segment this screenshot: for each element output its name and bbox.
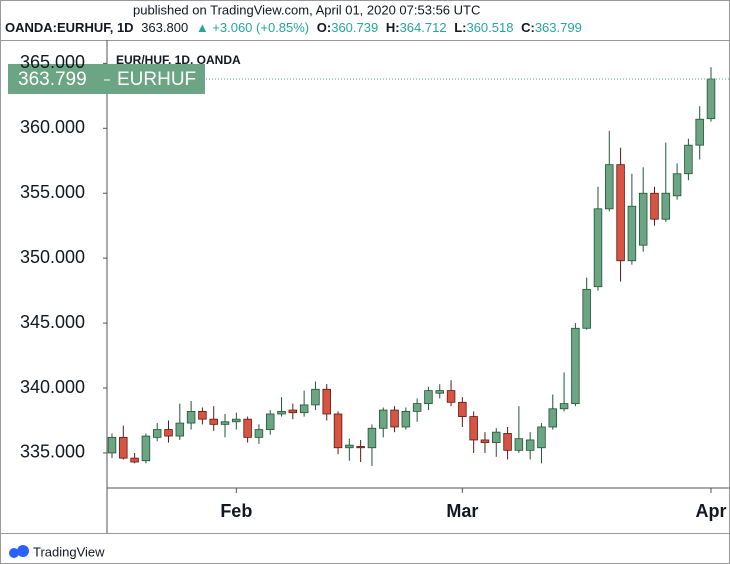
- candle-body: [107, 436, 117, 454]
- candle-body: [243, 418, 252, 438]
- candle-body: [672, 173, 682, 197]
- candle-body: [311, 388, 320, 406]
- candle-body: [503, 433, 512, 451]
- chart-title: EUR/HUF, 1D, OANDA: [116, 53, 241, 67]
- candle-body: [356, 446, 365, 449]
- candle-body: [514, 438, 524, 451]
- candle-body: [198, 410, 207, 420]
- candle-body: [367, 427, 377, 449]
- price-tag: 363.799 EURHUF: [8, 63, 205, 94]
- candle-body: [593, 208, 603, 288]
- candle-body: [616, 164, 625, 262]
- y-tick-label: 340.000: [20, 377, 85, 397]
- candle-body: [379, 409, 388, 429]
- ohlc-value: 360.518: [466, 20, 513, 35]
- candle-body: [695, 118, 704, 146]
- candle-body: [265, 413, 275, 430]
- candle-body: [175, 422, 185, 437]
- candle-body: [254, 429, 264, 438]
- candle-body: [627, 205, 637, 262]
- candle-body: [525, 439, 535, 451]
- x-tick-label: Feb: [220, 501, 252, 521]
- candle-body: [571, 327, 580, 404]
- brand-name: TradingView: [33, 544, 105, 559]
- candle-body: [141, 435, 151, 462]
- y-tick-label: 355.000: [20, 182, 85, 202]
- logo: [9, 548, 19, 558]
- candle-body: [548, 408, 558, 428]
- published-note: published on TradingView.com, April 01, …: [133, 2, 480, 17]
- candle-body: [480, 439, 490, 443]
- y-tick-label: 365.000: [20, 52, 85, 72]
- candle-body: [288, 409, 298, 414]
- candle-body: [446, 390, 456, 403]
- y-tick-label: 350.000: [20, 247, 85, 267]
- candle-body: [537, 426, 546, 449]
- candle-body: [650, 192, 659, 220]
- ohlc-label: L:: [454, 20, 466, 35]
- price-tag-box: [8, 63, 205, 94]
- candle-body: [130, 457, 139, 463]
- ohlc-value: 363.799: [535, 20, 582, 35]
- candle-body: [412, 403, 422, 412]
- symbol: OANDA:EURHUF, 1D: [5, 20, 134, 35]
- change: ▲ +3.060 (+0.85%): [196, 20, 309, 35]
- candle-body: [390, 409, 399, 428]
- candle-body: [605, 164, 614, 210]
- candle-body: [435, 390, 444, 394]
- price-tag-symbol: EURHUF: [117, 69, 196, 90]
- price-tag-value: 363.799: [18, 69, 87, 90]
- candle-body: [220, 421, 230, 425]
- ohlc-label: H:: [386, 20, 400, 35]
- candle-body: [186, 410, 196, 424]
- x-tick-label: Apr: [696, 501, 727, 521]
- candle-body: [469, 416, 478, 441]
- candle-body: [661, 192, 671, 220]
- candle-body: [164, 429, 173, 437]
- candle-body: [582, 288, 591, 329]
- logo: [17, 545, 29, 557]
- symbol-legend: OANDA:EURHUF, 1D 363.800 ▲ +3.060 (+0.85…: [5, 20, 582, 35]
- candle-body: [152, 429, 162, 438]
- x-tick-label: Mar: [446, 501, 478, 521]
- candle-body: [458, 401, 467, 417]
- ohlc-value: 360.739: [331, 20, 378, 35]
- candle-body: [209, 418, 218, 425]
- candle-body: [333, 413, 343, 449]
- y-tick-label: 345.000: [20, 312, 85, 332]
- candle-body: [345, 444, 354, 449]
- candle-body: [559, 403, 569, 410]
- candle-body: [684, 144, 693, 175]
- candle-body: [232, 418, 241, 423]
- y-tick-label: 335.000: [20, 442, 85, 462]
- plot: [103, 62, 729, 493]
- candle-body: [277, 410, 286, 415]
- candle-body: [638, 192, 648, 246]
- brand: TradingView: [9, 544, 105, 559]
- ohlc-label: C:: [521, 20, 535, 35]
- candle-body: [299, 404, 309, 414]
- ohlc-label: O:: [317, 20, 331, 35]
- candle-body: [424, 390, 433, 404]
- ohlc-value: 364.712: [400, 20, 447, 35]
- last-price: 363.800: [141, 20, 188, 35]
- candle-body: [401, 410, 411, 428]
- candle-body: [119, 436, 128, 459]
- y-tick-label: 360.000: [20, 117, 85, 137]
- candle-body: [706, 78, 716, 120]
- candle-body: [492, 431, 501, 443]
- candle-body: [322, 388, 331, 415]
